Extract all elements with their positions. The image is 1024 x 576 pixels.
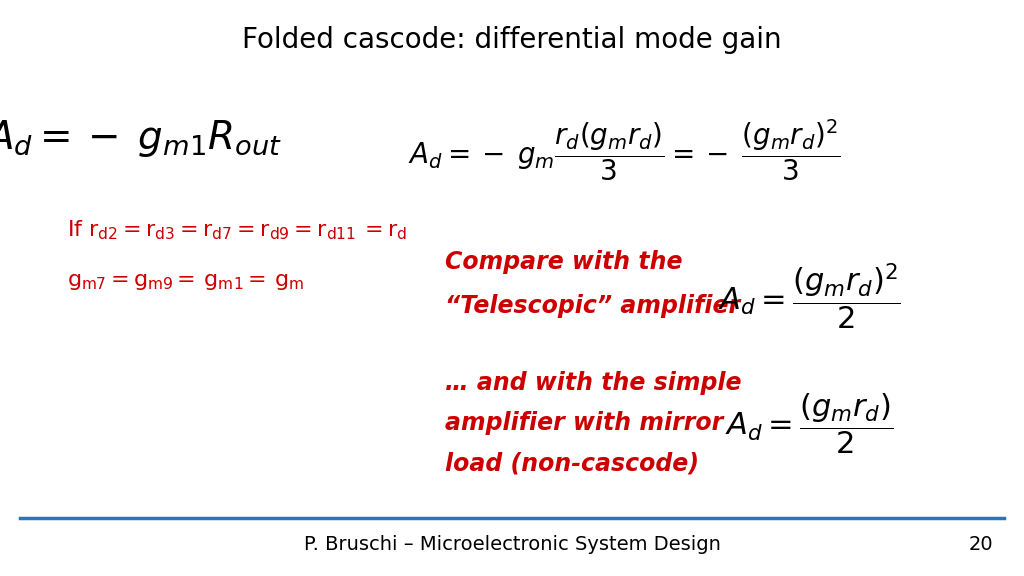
Text: P. Bruschi – Microelectronic System Design: P. Bruschi – Microelectronic System Desi…: [303, 535, 721, 554]
Text: If $\mathrm{r_{d2}{=}r_{d3}{=}r_{d7}{=}r_{d9}{=}r_{d11}\, {=}r_d}$: If $\mathrm{r_{d2}{=}r_{d3}{=}r_{d7}{=}r…: [67, 219, 407, 242]
Text: $A_d = \dfrac{\left(g_m r_d\right)^2}{2}$: $A_d = \dfrac{\left(g_m r_d\right)^2}{2}…: [718, 262, 900, 332]
Text: $\mathrm{g_{m7}{=}g_{m9}{=}\, g_{m1}{=}\, g_m}$: $\mathrm{g_{m7}{=}g_{m9}{=}\, g_{m1}{=}\…: [67, 272, 304, 292]
Text: load (non-cascode): load (non-cascode): [445, 452, 699, 476]
Text: 20: 20: [969, 535, 993, 554]
Text: $A_d = -\; g_m \dfrac{r_d\left(g_m r_d\right)}{3} = -\; \dfrac{\left(g_m r_d\rig: $A_d = -\; g_m \dfrac{r_d\left(g_m r_d\r…: [409, 117, 841, 183]
Text: “Telescopic” amplifier: “Telescopic” amplifier: [445, 294, 740, 319]
Text: Compare with the: Compare with the: [445, 250, 683, 274]
Text: amplifier with mirror: amplifier with mirror: [445, 411, 724, 435]
Text: Folded cascode: differential mode gain: Folded cascode: differential mode gain: [243, 26, 781, 54]
Text: $A_d = \dfrac{\left(g_m r_d\right)}{2}$: $A_d = \dfrac{\left(g_m r_d\right)}{2}$: [725, 391, 893, 456]
Text: … and with the simple: … and with the simple: [445, 371, 742, 395]
Text: $A_d = -\; g_{m1}R_{out}$: $A_d = -\; g_{m1}R_{out}$: [0, 118, 282, 159]
